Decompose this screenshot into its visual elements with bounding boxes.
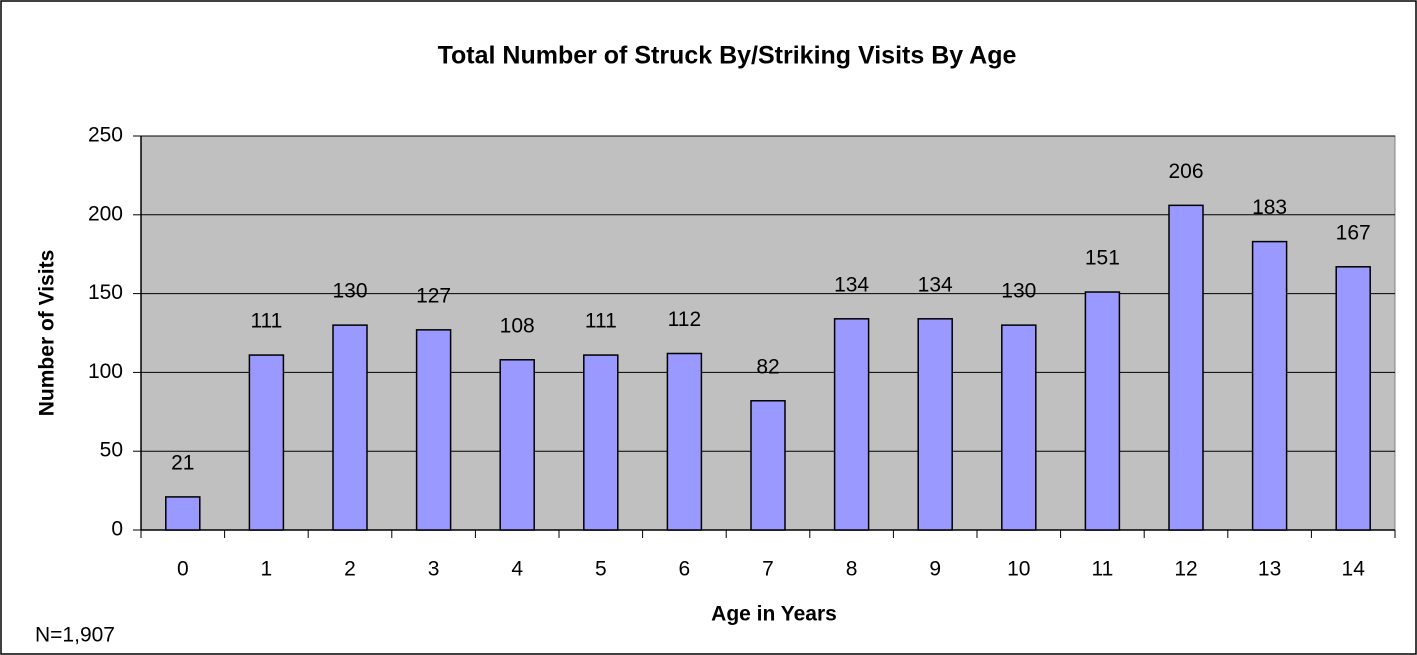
- data-label: 134: [918, 273, 953, 296]
- y-tick-label: 250: [88, 124, 123, 147]
- data-label: 21: [171, 451, 194, 474]
- bar: [248, 354, 285, 531]
- y-tick-label: 0: [111, 518, 123, 541]
- data-label: 111: [585, 310, 617, 333]
- y-tick-label: 50: [100, 439, 123, 462]
- data-label: 108: [500, 314, 535, 337]
- chart-title: Total Number of Struck By/Striking Visit…: [438, 42, 1017, 70]
- data-label: 134: [834, 273, 869, 296]
- bar: [666, 352, 703, 531]
- y-tick-label: 100: [88, 360, 123, 383]
- x-tick-label: 14: [1342, 558, 1366, 581]
- data-label: 82: [756, 355, 779, 378]
- x-tick-label: 6: [679, 558, 691, 581]
- data-label: 206: [1168, 160, 1203, 183]
- data-label: 183: [1252, 196, 1287, 219]
- x-tick-label: 12: [1174, 558, 1197, 581]
- bar: [165, 496, 201, 531]
- x-tick-label: 4: [511, 558, 523, 581]
- x-tick-label: 7: [762, 558, 774, 581]
- bar: [332, 324, 368, 531]
- x-tick-label: 0: [177, 558, 189, 581]
- x-axis-label: Age in Years: [711, 603, 837, 626]
- data-label: 111: [250, 310, 282, 333]
- bar: [583, 354, 619, 531]
- x-tick-label: 5: [595, 558, 607, 581]
- data-label: 167: [1336, 221, 1371, 244]
- y-tick-label: 150: [88, 281, 123, 304]
- x-tick-label: 1: [261, 558, 273, 581]
- bar: [1251, 240, 1288, 531]
- x-tick-label: 2: [344, 558, 356, 581]
- x-tick-label: 3: [428, 558, 440, 581]
- bar: [1084, 291, 1121, 531]
- annotation: N=1,907: [35, 624, 115, 647]
- bar: [750, 400, 786, 531]
- data-label: 112: [668, 308, 701, 331]
- data-label: 127: [416, 284, 451, 307]
- x-tick-label: 10: [1007, 558, 1030, 581]
- data-label: 151: [1085, 247, 1120, 270]
- x-tick-label: 11: [1091, 558, 1113, 581]
- bar: [917, 318, 953, 531]
- x-tick-label: 8: [846, 558, 858, 581]
- bar: [1335, 266, 1371, 531]
- x-tick-label: 9: [929, 558, 941, 581]
- y-tick-label: 200: [88, 202, 123, 225]
- data-label: 130: [332, 280, 367, 303]
- data-label: 130: [1001, 280, 1036, 303]
- bar: [415, 329, 452, 531]
- bar: [1001, 324, 1037, 531]
- bar: [499, 359, 535, 531]
- bar: [833, 318, 870, 531]
- x-tick-label: 13: [1258, 558, 1281, 581]
- y-axis-label: Number of Visits: [36, 250, 59, 416]
- bar: [1168, 204, 1204, 531]
